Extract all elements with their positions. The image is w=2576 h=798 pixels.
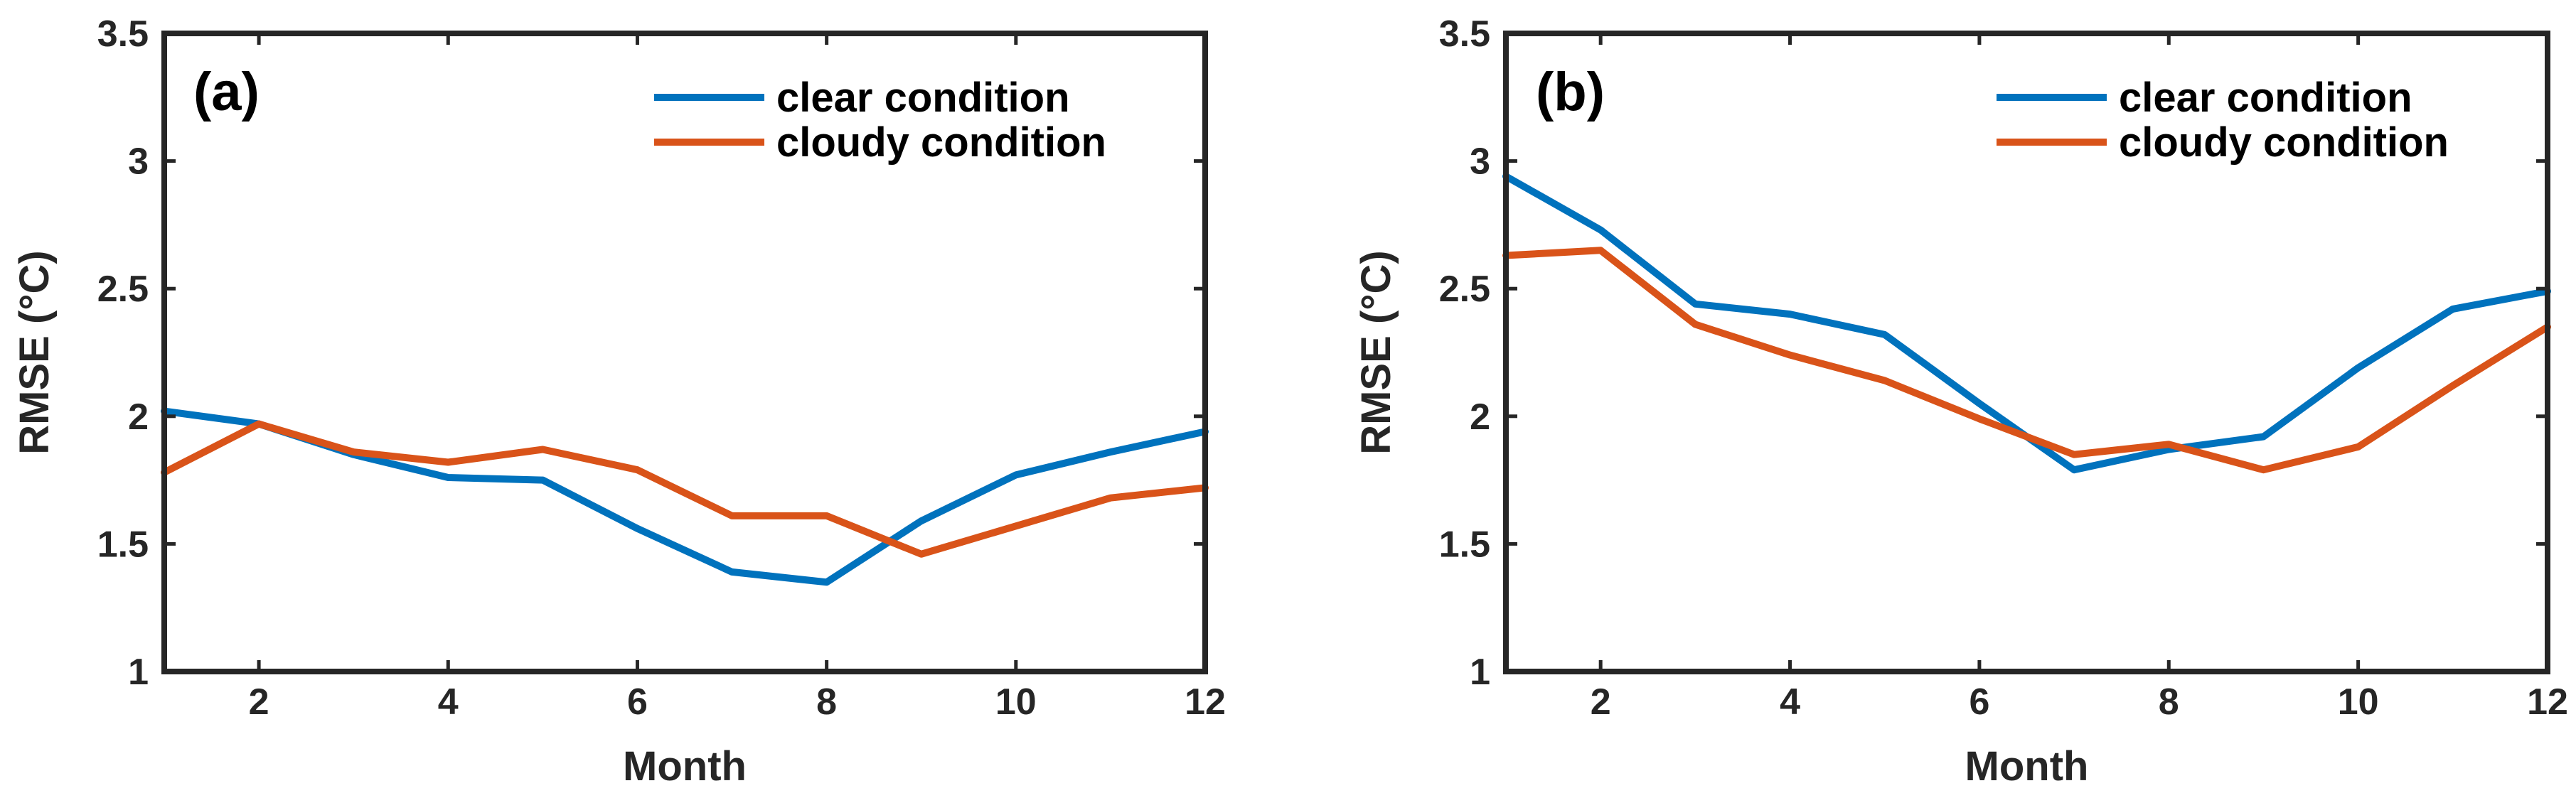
x-tick-label: 8 xyxy=(2159,681,2179,723)
x-tick-label: 12 xyxy=(2527,681,2568,723)
y-tick-label: 1 xyxy=(1470,652,1490,693)
legend-label-cloudy: cloudy condition xyxy=(776,119,1106,166)
series-line-cloudy xyxy=(1502,247,2551,474)
x-tick-label: 10 xyxy=(995,681,1037,723)
x-tick-label: 2 xyxy=(1591,681,1611,723)
y-tick-label: 2.5 xyxy=(1439,269,1490,310)
x-tick-label: 6 xyxy=(1969,681,1989,723)
x-tick-label: 4 xyxy=(1780,681,1800,723)
y-tick-label: 1.5 xyxy=(1439,524,1490,565)
x-tick-label: 4 xyxy=(438,681,459,723)
y-tick-label: 2 xyxy=(1470,397,1490,438)
panel-label: (a) xyxy=(193,62,260,122)
y-tick-label: 1.5 xyxy=(97,524,149,565)
panel-b: 2 4 6 8 10 12 1 1.5 2 2.5 3 3.5 Month RMSE (°C) (b) cle… xyxy=(1353,14,2568,789)
x-tick-label: 2 xyxy=(249,681,269,723)
axes-frame xyxy=(161,31,1208,674)
x-axis-title: Month xyxy=(623,743,747,789)
x-tick-label: 10 xyxy=(2338,681,2379,723)
y-tick-label: 2 xyxy=(128,397,149,438)
legend-label-clear: clear condition xyxy=(2119,75,2412,121)
panel-label: (b) xyxy=(1536,62,1605,122)
legend-label-clear: clear condition xyxy=(776,75,1070,121)
legend-label-cloudy: cloudy condition xyxy=(2119,119,2449,166)
y-tick-label: 3 xyxy=(128,141,149,183)
panel-a: 2 4 6 8 10 12 1 1.5 2 2.5 3 3.5 Month RMSE (°C) (a) cle… xyxy=(11,14,1226,789)
y-axis-title: RMSE (°C) xyxy=(1353,250,1399,454)
y-tick-label: 1 xyxy=(128,652,149,693)
x-tick-label: 12 xyxy=(1185,681,1226,723)
axes-frame xyxy=(1503,31,2550,674)
x-axis-title: Month xyxy=(1965,743,2089,789)
y-axis-title: RMSE (°C) xyxy=(11,250,58,454)
x-tick-label: 8 xyxy=(816,681,837,723)
series-line-cloudy xyxy=(161,420,1209,558)
y-tick-label: 3 xyxy=(1470,141,1490,183)
x-tick-label: 6 xyxy=(627,681,648,723)
y-tick-label: 2.5 xyxy=(97,269,149,310)
y-tick-label: 3.5 xyxy=(97,14,149,55)
y-tick-label: 3.5 xyxy=(1439,14,1490,55)
